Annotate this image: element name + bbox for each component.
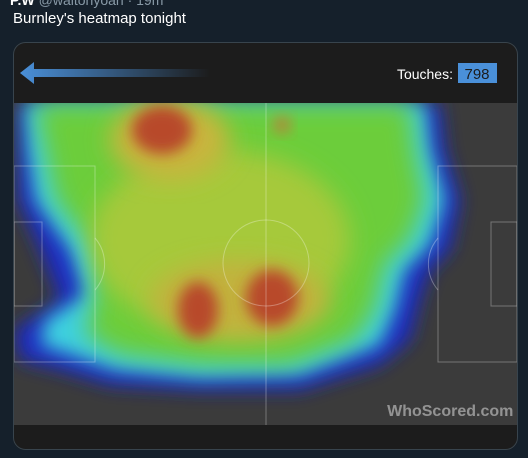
touches-badge: [458, 63, 497, 83]
heat: [14, 103, 460, 390]
touches-label: Touches:: [397, 66, 453, 82]
tweet-text: Burnley's heatmap tonight: [13, 10, 186, 27]
direction-arrow: [20, 62, 210, 84]
watermark-suffix: .com: [476, 403, 513, 420]
author[interactable]: P.W: [10, 0, 35, 8]
image-frame: Touches: 798 WhoScored .com: [13, 42, 518, 450]
image-footer: [14, 425, 517, 450]
card-border: [13, 42, 518, 450]
handle[interactable]: @waltonyoan · 19m: [38, 0, 164, 8]
tweet-meta: P.W @waltonyoan · 19m: [10, 0, 163, 8]
touches-count: 798: [464, 66, 489, 83]
watermark: WhoScored: [387, 403, 476, 420]
